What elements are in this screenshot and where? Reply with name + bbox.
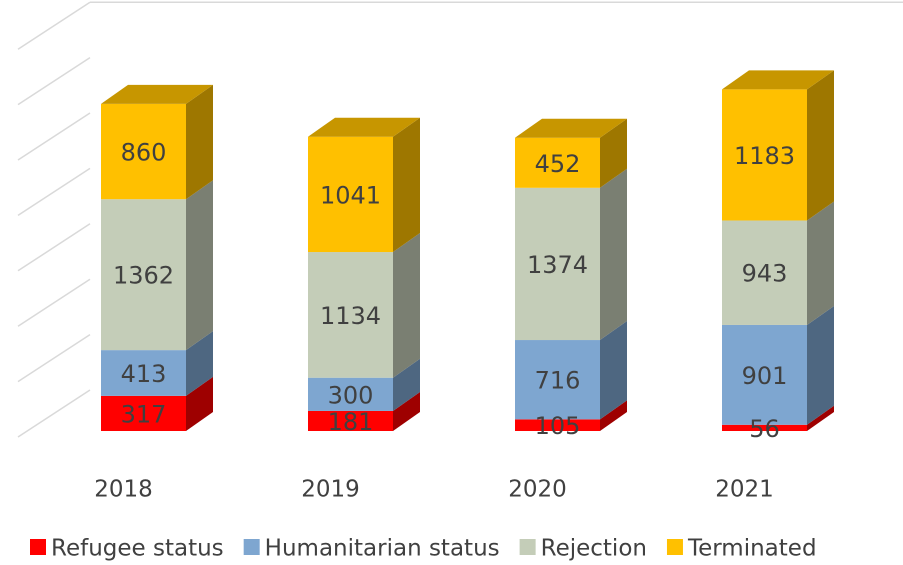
grid-line: [17, 112, 91, 161]
bar-side: [186, 376, 213, 431]
bar-segment: [515, 187, 600, 341]
bar-side: [600, 400, 627, 431]
value-label: 1183: [734, 142, 795, 170]
grid-line: [17, 1, 91, 50]
x-tick-label: 2020: [508, 477, 567, 503]
grid-line: [17, 333, 91, 383]
bar-segment: [308, 377, 393, 411]
legend-swatch: [519, 539, 536, 555]
legend-swatch: [243, 539, 260, 555]
value-label: 181: [328, 408, 374, 436]
bar-segment: [515, 137, 600, 188]
value-label: 105: [535, 412, 581, 440]
grid-line: [17, 389, 91, 438]
value-label: 413: [121, 360, 167, 388]
bar-top: [722, 70, 834, 90]
bar-side: [186, 84, 213, 200]
bar-segment: [101, 350, 186, 396]
bar-side: [393, 233, 420, 378]
value-label: 1374: [527, 251, 588, 279]
legend-label: Rejection: [541, 536, 647, 562]
bar-segment: [101, 199, 186, 351]
bar-side: [807, 405, 834, 431]
bar-side: [186, 331, 213, 396]
bar-segment: [722, 220, 807, 325]
value-label: 300: [328, 381, 374, 409]
bar-side: [807, 70, 834, 221]
bar-top: [515, 118, 627, 138]
bar-top: [101, 84, 213, 104]
bar-segment: [101, 103, 186, 200]
legend-label: Terminated: [687, 536, 817, 562]
value-label: 716: [535, 367, 581, 395]
x-tick-label: 2021: [715, 477, 774, 503]
bar-segment: [515, 419, 600, 431]
value-label: 1362: [113, 262, 174, 290]
value-label: 901: [742, 362, 788, 390]
bar-segment: [308, 252, 393, 378]
bar-side: [807, 201, 834, 325]
bar-side: [807, 305, 834, 425]
bar-segment: [722, 324, 807, 425]
bar-top: [308, 117, 420, 137]
value-label: 1134: [320, 302, 381, 330]
bar-side: [600, 321, 627, 420]
bar-side: [393, 391, 420, 431]
value-label: 452: [535, 150, 581, 178]
x-tick-label: 2019: [301, 477, 360, 503]
value-label: 317: [121, 400, 167, 428]
grid-line: [17, 278, 91, 327]
grid-line: [17, 167, 91, 217]
bar-side: [600, 118, 627, 188]
bar-segment: [722, 89, 807, 221]
value-label: 860: [121, 139, 167, 167]
x-tick-label: 2018: [94, 477, 153, 503]
legend-label: Refugee status: [51, 536, 224, 562]
bar-side: [186, 180, 213, 351]
grid-line: [17, 56, 91, 106]
grid-line: [17, 223, 91, 272]
bar-side: [393, 117, 420, 253]
bar-segment: [308, 410, 393, 431]
bar-side: [600, 168, 627, 341]
bar-segment: [515, 340, 600, 420]
bar-side: [393, 358, 420, 411]
bar-segment: [101, 395, 186, 431]
bar-segment: [722, 424, 807, 431]
value-label: 56: [749, 415, 780, 443]
bar-segment: [308, 136, 393, 253]
legend-swatch: [666, 539, 683, 555]
legend-swatch: [30, 539, 46, 555]
value-label: 1041: [320, 181, 381, 209]
value-label: 943: [742, 260, 788, 288]
legend-label: Humanitarian status: [265, 536, 500, 562]
